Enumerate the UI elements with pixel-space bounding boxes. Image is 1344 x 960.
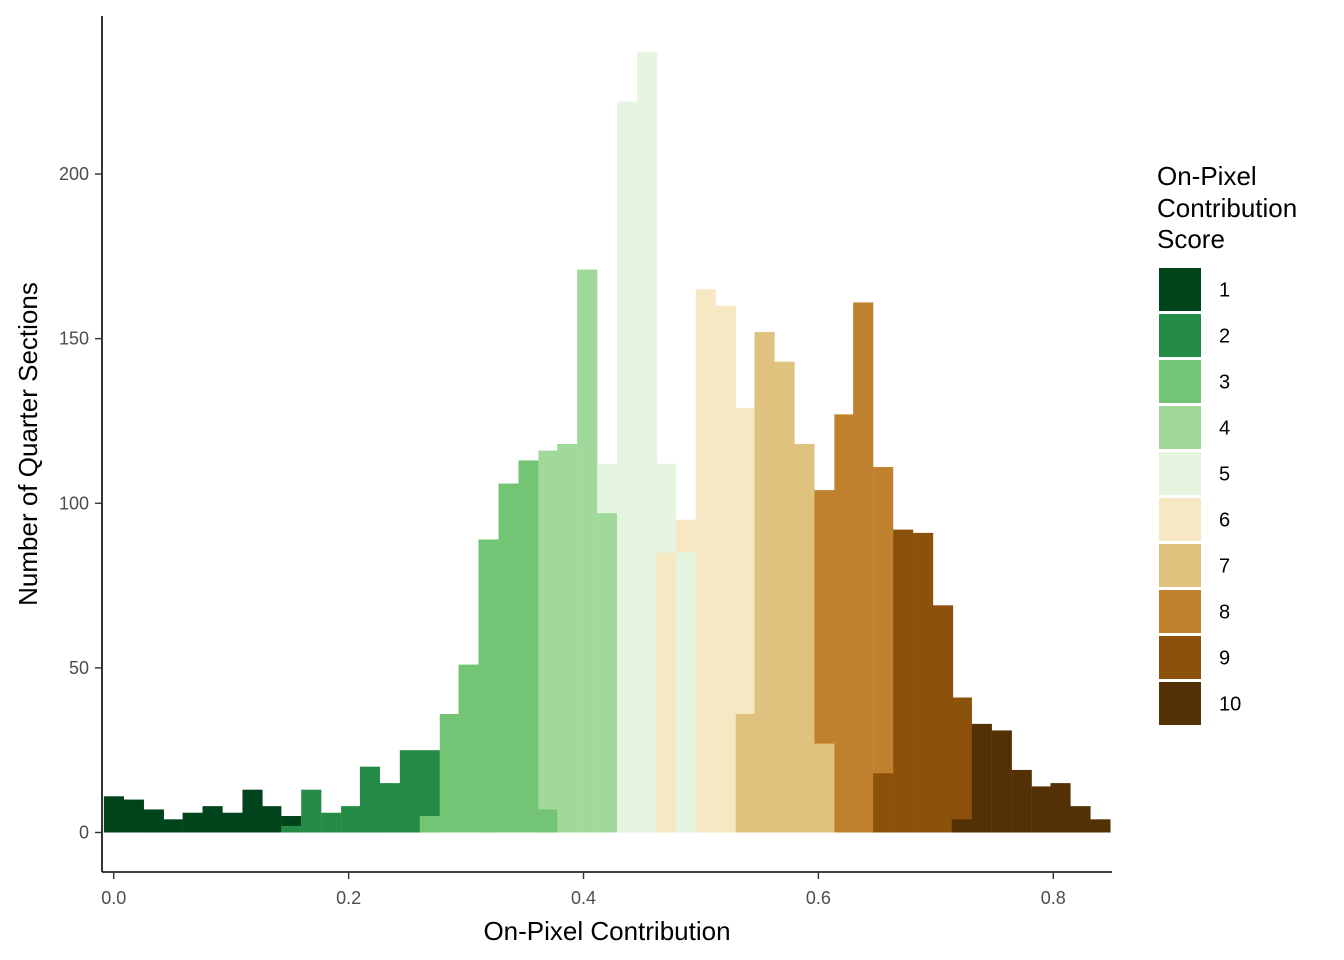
histogram-bar-bin-2-score-1 [123, 799, 144, 833]
legend-label-3: 3 [1219, 372, 1230, 394]
histogram-bar-bin-32-score-6 [715, 305, 736, 833]
histogram-bar-bin-40-score-9 [873, 773, 894, 833]
histogram-bar-bin-3-score-1 [143, 809, 164, 833]
legend-swatch-2 [1159, 314, 1201, 357]
histogram-bar-bin-34-score-7 [754, 332, 775, 833]
histogram-bar-bin-4-score-1 [162, 819, 183, 833]
histogram-bar-bin-26-score-4 [597, 513, 618, 833]
histogram-bar-bin-43-score-9 [933, 605, 954, 833]
legend-swatch-7 [1159, 544, 1201, 587]
histogram-bar-bin-21-score-3 [498, 483, 519, 833]
histogram-bar-bin-20-score-3 [478, 539, 499, 833]
y-tick-label: 200 [59, 164, 89, 184]
legend-swatch-8 [1159, 590, 1201, 633]
histogram-bar-bin-37-score-7 [814, 743, 835, 833]
histogram-bar-bin-33-score-7 [735, 713, 756, 833]
y-tick-label: 50 [69, 658, 89, 678]
histogram-bar-bin-8-score-1 [242, 789, 263, 833]
legend-label-2: 2 [1219, 326, 1230, 348]
legend-title-line-3: Score [1157, 224, 1225, 254]
histogram-bar-bin-17-score-3 [419, 816, 440, 833]
x-axis-ticks: 0.0 0.2 0.4 0.6 0.8 [101, 872, 1066, 908]
histogram-bar-bin-46-score-10 [991, 730, 1012, 833]
histogram-bar-bin-1-score-1 [103, 796, 125, 833]
histogram-bar-bin-41-score-9 [893, 529, 914, 833]
histogram-bar-bin-44-score-10 [951, 819, 972, 833]
histogram-bar-bin-14-score-2 [359, 766, 381, 833]
histogram-bar-bin-29-score-6 [655, 552, 676, 833]
histogram-bar-bin-23-score-3 [538, 809, 559, 833]
legend-label-9: 9 [1219, 648, 1230, 670]
histogram-bar-bin-35-score-7 [774, 361, 795, 833]
legend-swatch-4 [1159, 406, 1201, 449]
x-tick-label: 0.6 [806, 888, 831, 908]
histogram-bar-bin-44-score-9 [951, 697, 972, 833]
histogram-bar-bin-16-score-2 [399, 750, 420, 833]
x-tick-label: 0.4 [571, 888, 596, 908]
histogram-bar-bin-12-score-2 [321, 812, 342, 833]
histogram-bar-bin-6-score-1 [202, 806, 223, 833]
y-tick-label: 100 [59, 493, 89, 513]
legend-label-4: 4 [1219, 418, 1230, 440]
legend-label-5: 5 [1219, 464, 1230, 486]
histogram-bar-bin-36-score-7 [794, 444, 815, 833]
histogram-bar-bin-45-score-10 [971, 723, 992, 833]
histogram-bar-bin-5-score-1 [182, 812, 203, 833]
legend-title-line-2: Contribution [1157, 193, 1297, 223]
legend-swatch-10 [1159, 682, 1201, 725]
x-tick-label: 0.8 [1041, 888, 1066, 908]
legend-swatch-3 [1159, 360, 1201, 403]
y-axis-ticks: 0 50 100 150 200 [59, 164, 102, 842]
histogram-bar-bin-40-score-8 [873, 467, 894, 833]
x-axis-title: On-Pixel Contribution [483, 916, 730, 946]
histogram-bar-bin-23-score-4 [538, 450, 559, 833]
histogram-bar-bin-24-score-4 [557, 444, 578, 833]
legend-label-1: 1 [1219, 280, 1230, 302]
legend-label-10: 10 [1219, 694, 1241, 716]
histogram-bar-bin-48-score-10 [1031, 786, 1052, 833]
legend-title-line-1: On-Pixel [1157, 161, 1257, 191]
histogram-bar-bin-38-score-8 [834, 414, 855, 833]
y-tick-label: 0 [79, 822, 89, 842]
legend-swatch-6 [1159, 498, 1201, 541]
histogram-bar-bin-7-score-1 [222, 812, 243, 833]
histogram-bar-bin-51-score-10 [1090, 819, 1111, 833]
histogram-bar-bin-50-score-10 [1070, 806, 1091, 833]
histogram-bar-bin-47-score-10 [1011, 769, 1032, 833]
histogram-bar-bin-11-score-2 [301, 789, 322, 833]
histogram-bar-bin-39-score-8 [853, 302, 874, 833]
histogram-bar-bin-10-score-2 [281, 825, 302, 833]
histogram-bar-bin-18-score-3 [439, 713, 460, 833]
histogram-bar-bin-19-score-3 [458, 664, 479, 833]
histogram-bar-bin-17-score-2 [419, 750, 440, 833]
histogram-bar-bin-28-score-5 [637, 52, 658, 833]
histogram-bar-bin-15-score-2 [379, 783, 400, 833]
histogram-bars [103, 52, 1111, 833]
legend-label-7: 7 [1219, 556, 1230, 578]
histogram-bar-bin-49-score-10 [1050, 783, 1071, 833]
y-tick-label: 150 [59, 329, 89, 349]
histogram-bar-bin-9-score-1 [261, 806, 282, 833]
x-tick-label: 0.0 [101, 888, 126, 908]
legend-label-8: 8 [1219, 602, 1230, 624]
legend-label-6: 6 [1219, 510, 1230, 532]
histogram-bar-bin-27-score-5 [617, 101, 638, 833]
legend-swatch-9 [1159, 636, 1201, 679]
histogram-bar-bin-42-score-9 [913, 532, 934, 833]
legend-swatch-1 [1159, 268, 1201, 311]
legend-swatch-5 [1159, 452, 1201, 495]
x-tick-label: 0.2 [336, 888, 361, 908]
histogram-bar-bin-31-score-6 [695, 289, 716, 833]
histogram-bar-bin-30-score-5 [675, 552, 696, 833]
histogram-bar-bin-13-score-2 [341, 806, 362, 833]
y-axis-title: Number of Quarter Sections [13, 282, 43, 606]
legend: On-Pixel Contribution Score 1 2 3 4 5 6 7 8 9 10 [1157, 161, 1297, 725]
histogram-bar-bin-22-score-3 [518, 460, 539, 833]
histogram-bar-bin-25-score-4 [577, 269, 598, 833]
legend-keys: 1 2 3 4 5 6 7 8 9 10 [1159, 268, 1241, 725]
